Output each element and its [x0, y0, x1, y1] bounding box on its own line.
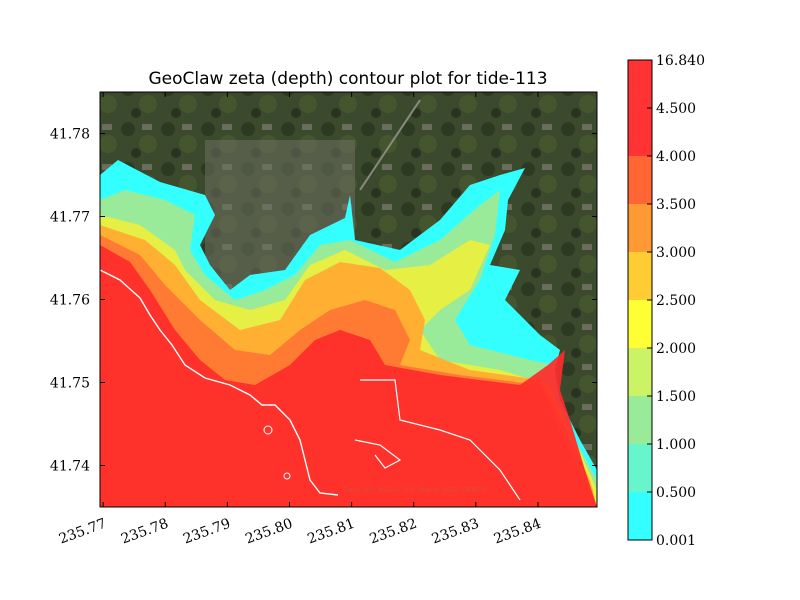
colorbar-segment — [628, 60, 652, 108]
islet-2 — [263, 425, 273, 435]
x-tick-label: 235.77 — [57, 516, 109, 548]
x-tick-label: 235.83 — [430, 516, 482, 548]
jetty — [360, 379, 521, 501]
harbor-outline — [354, 439, 402, 469]
colorbar-segment — [628, 204, 652, 252]
colorbar-segment — [628, 300, 652, 348]
x-tick-label: 235.79 — [181, 516, 233, 548]
colorbar-segment — [628, 396, 652, 444]
x-tick-label: 235.84 — [492, 516, 544, 548]
y-tick-label: 41.74 — [50, 459, 90, 475]
plot-area: Data SIO, NOAA, U.S. Navy, NGA, GEBCO — [100, 92, 597, 507]
y-tick-label: 41.76 — [50, 293, 90, 309]
y-tick-label: 41.75 — [50, 376, 90, 392]
colorbar-label: 16.840 — [656, 53, 705, 69]
contour-band-6 — [100, 245, 597, 507]
colorbar-frame — [627, 59, 653, 541]
y-axis: 41.74 41.75 41.76 41.77 41.78 — [50, 127, 597, 475]
colorbar-label: 4.000 — [656, 149, 696, 165]
x-tick-label: 235.81 — [305, 516, 357, 548]
highway — [359, 99, 421, 191]
x-tick-label: 235.78 — [119, 516, 171, 548]
colorbar-segment — [628, 348, 652, 396]
colorbar-segment — [628, 444, 652, 492]
chart-title: GeoClaw zeta (depth) contour plot for ti… — [148, 69, 547, 89]
colorbar-segment — [628, 492, 652, 540]
colorbar-label: 1.000 — [656, 437, 696, 453]
colorbar-label: 1.500 — [656, 389, 696, 405]
colorbar-label: 2.500 — [656, 293, 696, 309]
colorbar-label: 3.000 — [656, 245, 696, 261]
colorbar-segment — [628, 108, 652, 156]
x-tick-label: 235.82 — [368, 516, 420, 548]
x-tick-label: 235.80 — [243, 516, 295, 548]
attribution: Data SIO, NOAA, U.S. Navy, NGA, GEBCO — [343, 486, 487, 494]
colorbar-segment — [628, 252, 652, 300]
colorbar-label: 2.000 — [656, 341, 696, 357]
y-tick-label: 41.77 — [50, 210, 90, 226]
shoreline — [100, 269, 339, 496]
colorbar-segment — [628, 156, 652, 204]
colorbar-label: 0.001 — [656, 533, 696, 549]
colorbar-label: 0.500 — [656, 485, 696, 501]
islet-1 — [283, 472, 291, 480]
colorbar-label: 4.500 — [656, 101, 696, 117]
colorbar: 0.001 0.500 1.000 1.500 2.000 2.500 3.000 3.500… — [628, 53, 705, 549]
y-tick-label: 41.78 — [50, 127, 90, 143]
colorbar-label: 3.500 — [656, 197, 696, 213]
